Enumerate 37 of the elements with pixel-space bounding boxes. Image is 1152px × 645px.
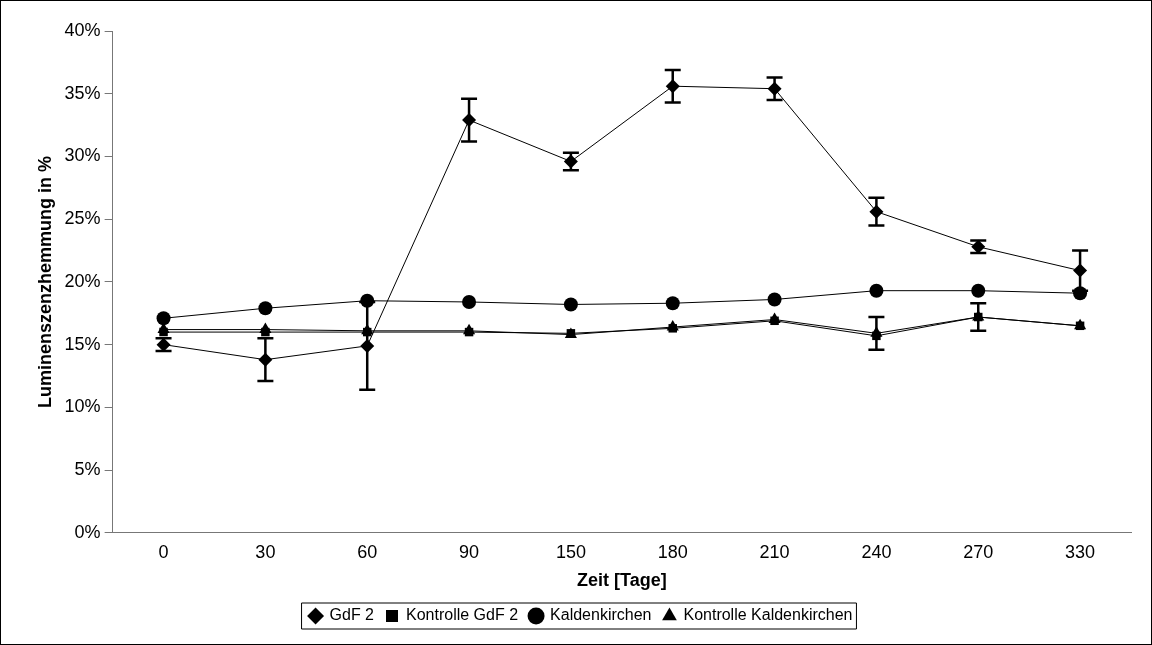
x-tick-label: 60 — [357, 541, 378, 562]
point — [665, 296, 680, 311]
point — [261, 327, 270, 337]
point — [770, 316, 779, 326]
point — [159, 327, 168, 337]
y-tick-label: 20% — [64, 270, 101, 291]
point — [462, 294, 477, 309]
y-tick-label: 10% — [64, 396, 101, 417]
x-tick-label: 210 — [759, 541, 790, 562]
y-tick-label: 35% — [64, 82, 101, 103]
point — [869, 283, 884, 298]
y-tick-label: 25% — [64, 208, 101, 229]
legend-label: GdF 2 — [329, 606, 375, 624]
x-tick-label: 150 — [555, 541, 586, 562]
point — [971, 283, 986, 298]
y-tick-label: 30% — [64, 145, 101, 166]
point — [156, 311, 171, 326]
y-tick-label: 5% — [74, 459, 101, 480]
x-tick-label: 240 — [861, 541, 892, 562]
x-tick-label: 0 — [158, 541, 169, 562]
y-axis-title: Luminenszenzhemmung in % — [34, 155, 55, 408]
point — [668, 324, 677, 333]
x-tick-label: 180 — [657, 541, 688, 562]
y-tick-label: 0% — [74, 521, 101, 542]
x-tick-label: 30 — [255, 541, 276, 562]
point — [258, 301, 273, 316]
x-axis-title: Zeit [Tage] — [576, 570, 667, 591]
y-tick-label: 15% — [64, 333, 101, 354]
x-tick-label: 90 — [459, 541, 480, 562]
x-tick-label: 270 — [963, 541, 994, 562]
y-tick-label: 40% — [64, 19, 101, 40]
point — [563, 297, 578, 312]
legend-label: Kontrolle Kaldenkirchen — [683, 606, 853, 624]
legend-label: Kontrolle GdF 2 — [406, 606, 519, 624]
point — [767, 292, 782, 307]
legend-label: Kaldenkirchen — [550, 606, 652, 624]
x-tick-label: 330 — [1065, 541, 1096, 562]
